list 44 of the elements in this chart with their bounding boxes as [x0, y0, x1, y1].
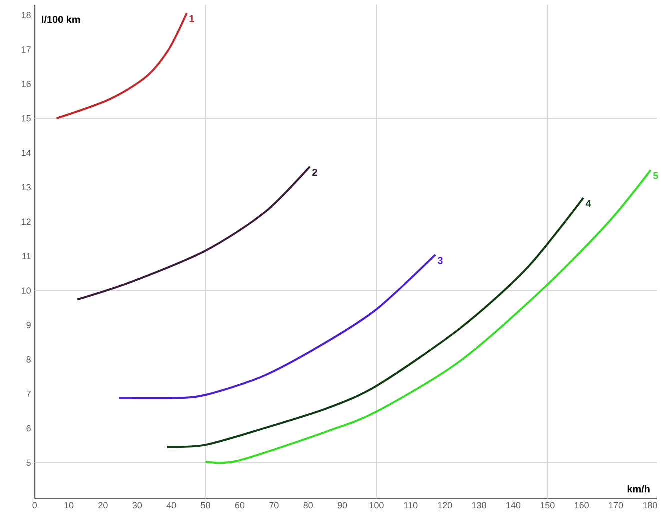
y-tick-label: 12 [22, 218, 31, 226]
line-series [118, 254, 437, 400]
x-tick-label: 20 [98, 502, 108, 509]
series-label: 1 [190, 16, 194, 22]
x-tick-label: 170 [609, 502, 624, 509]
x-tick-label: 80 [304, 502, 313, 509]
x-tick-label: 130 [472, 502, 486, 509]
x-tick-label: 150 [540, 502, 555, 509]
series-label: 5 [653, 172, 658, 180]
series-label: 4 [586, 200, 592, 208]
y-tick-label: 8 [26, 356, 31, 363]
line-series [204, 169, 652, 464]
x-tick-label: 70 [270, 502, 279, 509]
y-tick-label: 14 [22, 150, 32, 156]
x-tick-label: 40 [166, 502, 176, 509]
x-tick-label: 140 [506, 502, 521, 509]
y-tick-label: 7 [26, 391, 31, 398]
x-tick-label: 90 [338, 502, 348, 509]
x-tick-label: 0 [32, 502, 37, 509]
x-tick-label: 10 [64, 502, 74, 509]
x-tick-label: 100 [370, 502, 384, 509]
y-tick-label: 13 [22, 184, 31, 191]
line-series [76, 166, 312, 301]
y-tick-label: 15 [22, 116, 31, 122]
x-tick-label: 120 [438, 502, 452, 509]
series-label: 3 [438, 257, 443, 264]
y-axis-title: l/100 km [42, 16, 80, 24]
y-tick-label: 18 [22, 12, 31, 19]
x-tick-label: 60 [235, 502, 245, 509]
x-tick-label: 110 [404, 502, 418, 509]
y-tick-label: 11 [22, 253, 31, 260]
y-tick-label: 16 [22, 81, 31, 88]
x-tick-label: 30 [132, 502, 142, 509]
y-tick-label: 5 [26, 460, 31, 466]
x-axis-title: km/h [628, 486, 650, 493]
x-tick-label: 180 [643, 502, 658, 509]
series-label: 2 [312, 169, 318, 176]
x-tick-label: 50 [201, 502, 210, 509]
y-tick-label: 9 [26, 322, 31, 329]
line-series [166, 197, 585, 448]
y-tick-label: 6 [26, 426, 31, 432]
x-tick-label: 160 [575, 502, 589, 509]
y-tick-label: 10 [22, 288, 31, 294]
y-tick-label: 17 [22, 46, 31, 53]
